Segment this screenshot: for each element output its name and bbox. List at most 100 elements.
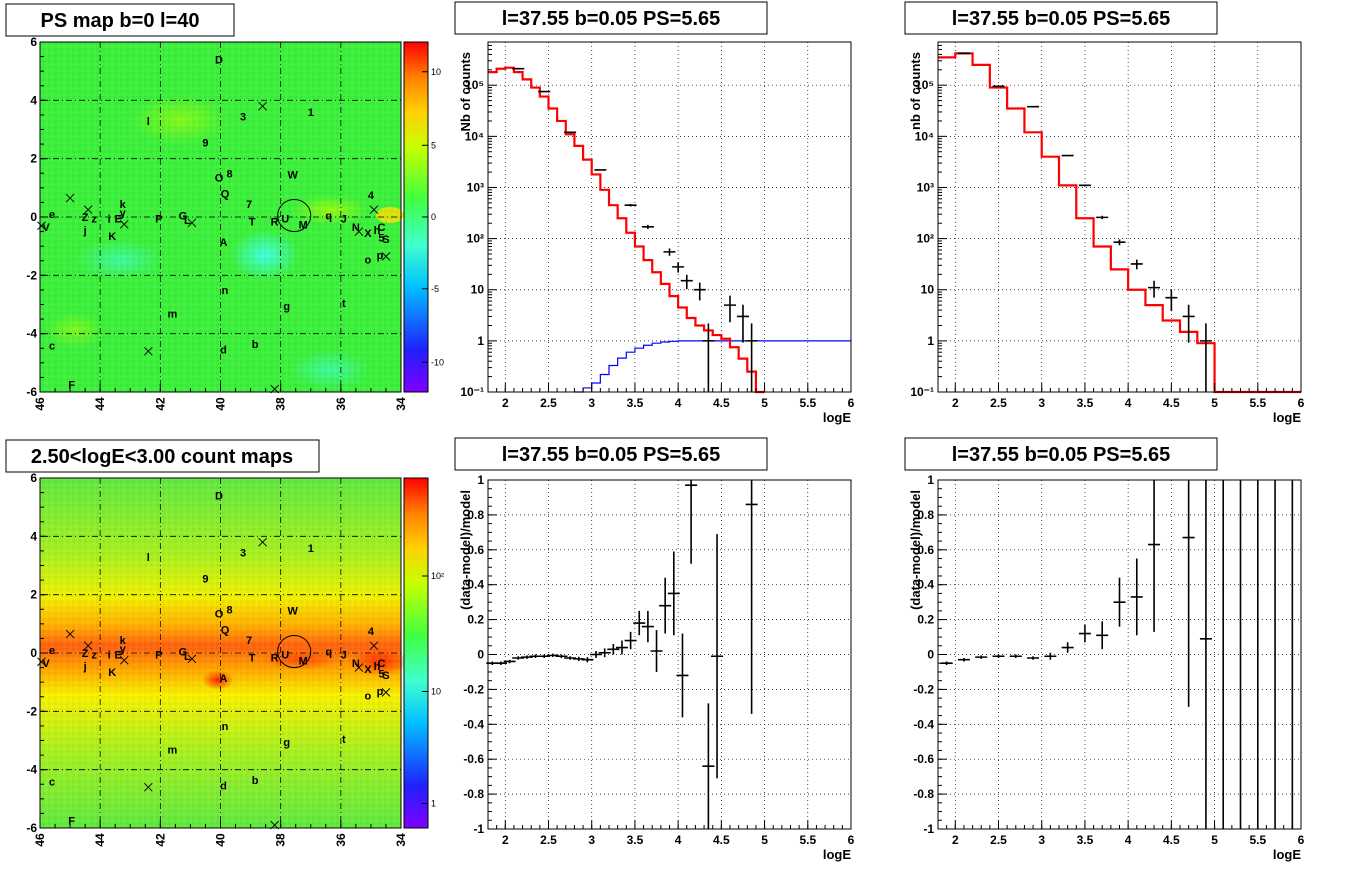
source-label: n — [222, 285, 229, 297]
map-y-tick-label: -4 — [26, 327, 37, 341]
map-x-tick-label: 40 — [214, 397, 228, 411]
spectrum-2-title-box: l=37.55 b=0.05 PS=5.65 — [904, 1, 1218, 35]
data-point — [1078, 184, 1091, 187]
residual-point — [975, 655, 988, 659]
plot-x-tick-label: 3 — [1038, 833, 1045, 847]
map-x-tick-label: 44 — [93, 397, 107, 411]
plot-y-tick-label: -0.8 — [463, 787, 484, 801]
ps-map-grid — [40, 42, 401, 392]
source-label: 7 — [246, 199, 252, 211]
data-point — [736, 304, 749, 343]
residual-point — [1130, 558, 1143, 636]
residual-point — [1078, 624, 1091, 643]
source-label: F — [68, 380, 75, 392]
source-label: q — [325, 211, 332, 223]
source-label: 4 — [368, 190, 375, 202]
source-label: X — [364, 664, 372, 676]
plot-y-tick-label: -0.6 — [463, 752, 484, 766]
source-label: z — [91, 649, 97, 661]
plot-y-tick-label: 10 — [921, 283, 935, 297]
plot-y-axis-label: (data-model)/model — [458, 490, 473, 610]
data-point — [680, 274, 693, 289]
residual-2-title: l=37.55 b=0.05 PS=5.65 — [952, 444, 1171, 466]
source-label: 4 — [368, 626, 375, 638]
plot-y-tick-label: 10⁻¹ — [910, 385, 934, 399]
map-x-tick-label: 34 — [394, 397, 408, 411]
source-label: J — [341, 649, 347, 661]
source-label: R — [271, 652, 279, 664]
plot-y-tick-label: -0.4 — [913, 717, 934, 731]
source-label: M — [299, 655, 308, 667]
plot-x-tick-label: 2 — [502, 833, 509, 847]
source-cross — [83, 641, 93, 651]
source-cross — [119, 655, 129, 665]
plot-y-tick-label: -0.2 — [913, 682, 934, 696]
data-point — [663, 248, 676, 256]
source-label: M — [299, 219, 308, 231]
residual-point — [711, 534, 724, 779]
source-cross — [381, 688, 391, 697]
source-label: E — [115, 649, 122, 661]
source-label: A — [220, 237, 228, 249]
map-x-tick-label: 36 — [334, 397, 348, 411]
plot-y-tick-label: 1 — [477, 473, 484, 487]
plot-x-axis-label: logE — [1273, 410, 1301, 425]
map-x-tick-label: 40 — [214, 833, 228, 847]
source-label: O — [215, 609, 224, 621]
source-cross — [258, 101, 267, 111]
plot-x-tick-label: 2.5 — [540, 833, 557, 847]
source-label: i — [108, 649, 111, 661]
colorbar-tick-label: -10 — [431, 357, 444, 367]
source-label: y — [120, 208, 127, 220]
plot-y-tick-label: 0.2 — [467, 613, 484, 627]
source-label: 5 — [378, 232, 384, 244]
data-point — [1182, 304, 1195, 343]
data-point — [594, 169, 607, 171]
colorbar-tick-label: 1 — [431, 799, 436, 809]
source-label: Q — [221, 625, 230, 637]
plot-x-tick-label: 2.5 — [540, 396, 557, 410]
source-label: L — [184, 651, 191, 663]
count-map-title: 2.50<logE<3.00 count maps — [31, 446, 293, 468]
plot-y-tick-label: 0.2 — [917, 613, 934, 627]
plot-x-tick-label: 3.5 — [627, 833, 644, 847]
residual-point — [650, 630, 663, 672]
plot-2: 2 2.5 3 3.5 4 4.5 5 5.5 6 10⁻¹ 1 10 10² 10³ 10⁴ 10⁵ logE… — [908, 41, 1305, 425]
plot-4: 2 2.5 3 3.5 4 4.5 5 5.5 6 1 0.8 0.6 0.4 0.2 0 -0.2 -0.4 -… — [908, 473, 1305, 862]
plot-y-tick-label: 1 — [927, 334, 934, 348]
plot-x-tick-label: 4.5 — [1163, 833, 1180, 847]
residual-point — [1199, 480, 1212, 829]
count-map-colorbar — [403, 477, 429, 829]
spectrum-1-title: l=37.55 b=0.05 PS=5.65 — [502, 8, 721, 30]
plot-x-tick-label: 2 — [952, 833, 959, 847]
source-label: 1 — [308, 543, 314, 555]
source-label: 1 — [308, 107, 314, 119]
source-label: S — [382, 234, 389, 246]
residual-point — [676, 633, 689, 718]
source-label: D — [215, 55, 223, 67]
source-cross — [83, 205, 93, 215]
source-label: K — [108, 231, 116, 243]
residual-point — [598, 648, 611, 658]
source-label: b — [252, 775, 259, 787]
source-label: 8 — [226, 168, 232, 180]
source-label: l — [147, 116, 150, 128]
plot-y-tick-label: 0.8 — [917, 508, 934, 522]
plot-y-tick-label: 10⁴ — [465, 129, 484, 143]
plot-y-tick-label: -1 — [923, 822, 934, 836]
source-label: 3 — [240, 111, 246, 123]
source-label: o — [365, 690, 372, 702]
source-label: d — [220, 781, 227, 793]
source-cross — [119, 219, 129, 229]
count-map-title-box: 2.50<logE<3.00 count maps — [5, 439, 320, 473]
plot-y-tick-label: 0 — [477, 648, 484, 662]
plot-3: 2 2.5 3 3.5 4 4.5 5 5.5 6 1 0.8 0.6 0.4 0.2 0 -0.2 -0.4 -… — [458, 473, 855, 862]
plot-y-tick-label: 10³ — [467, 180, 484, 194]
map-y-tick-label: 0 — [30, 646, 37, 660]
residual-point — [992, 654, 1005, 658]
plot-x-tick-label: 5 — [761, 833, 768, 847]
plot-x-tick-label: 2.5 — [990, 396, 1007, 410]
